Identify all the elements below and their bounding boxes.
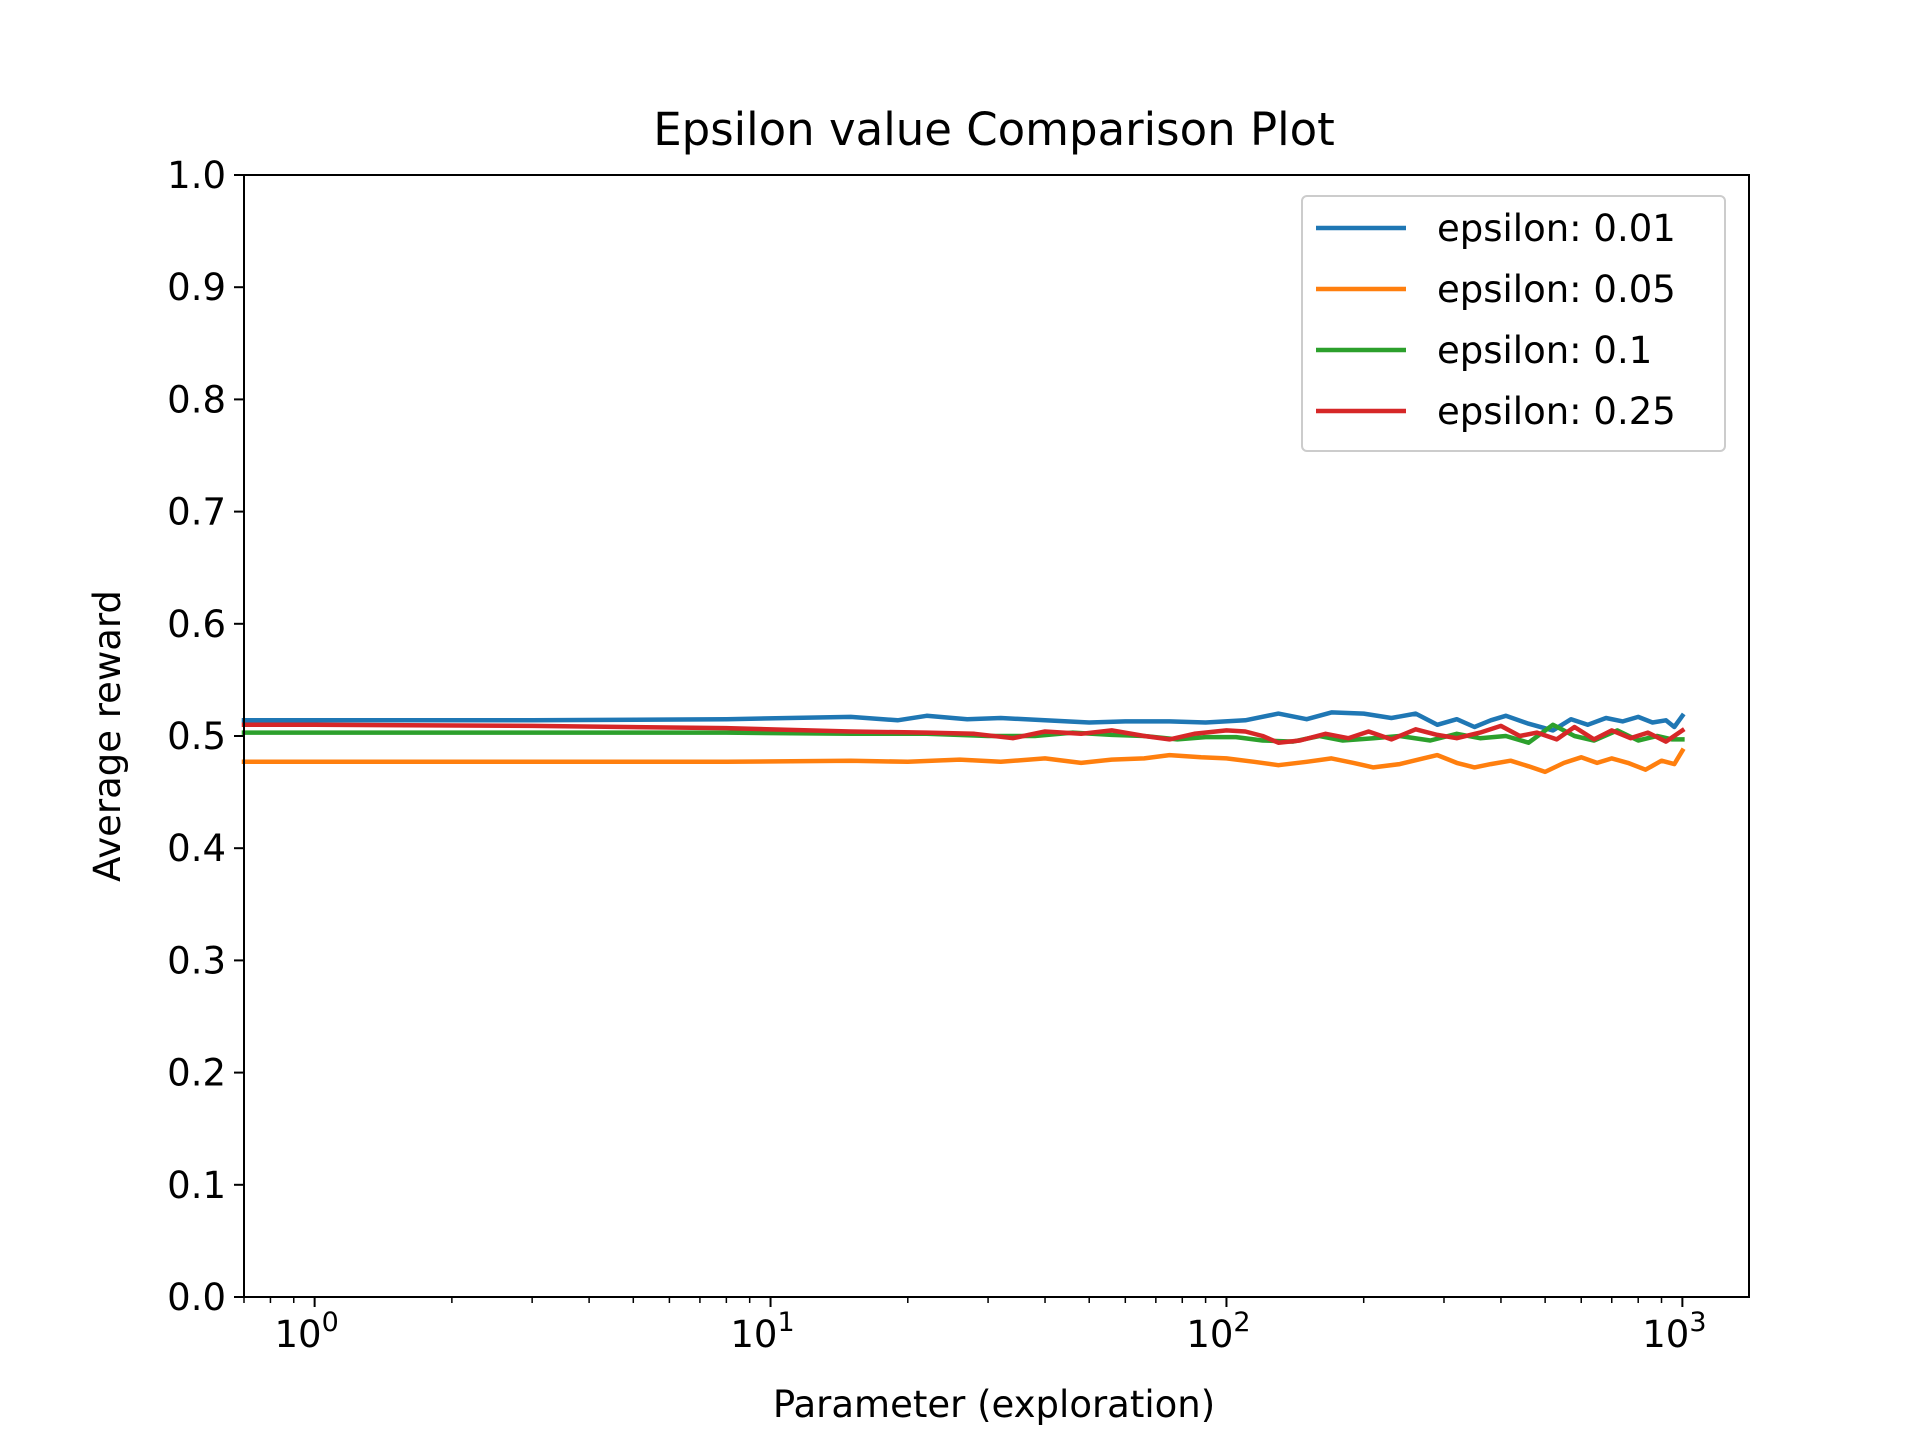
- series-layer: [241, 710, 1686, 775]
- y-tick-label: 0.7: [167, 491, 226, 534]
- y-tick-label: 0.3: [167, 939, 226, 982]
- y-tick-label: 0.6: [167, 603, 226, 646]
- y-tick-label: 1.0: [167, 154, 226, 197]
- legend-label-2: epsilon: 0.05: [1437, 268, 1676, 311]
- x-axis-label: Parameter (exploration): [773, 1383, 1215, 1426]
- legend-label-4: epsilon: 0.25: [1437, 390, 1676, 433]
- y-tick-label: 0.1: [167, 1164, 226, 1207]
- y-axis: 0.0 0.1 0.2 0.3 0.4 0.5 0.6 0.7 0.8 0.9 1.0: [167, 154, 244, 1319]
- legend-box: [1301, 195, 1726, 452]
- legend: epsilon: 0.01 epsilon: 0.05 epsilon: 0.1 ep…: [1301, 195, 1726, 452]
- series-line-2: [241, 747, 1686, 775]
- legend-label-1: epsilon: 0.01: [1437, 207, 1676, 250]
- y-tick-label: 0.0: [167, 1276, 226, 1319]
- series-line-4: [241, 722, 1686, 745]
- y-tick-label: 0.8: [167, 378, 226, 421]
- y-tick-label: 0.9: [167, 266, 226, 309]
- y-tick-label: 0.4: [167, 827, 226, 870]
- x-axis: 100 101 102 103: [243, 1297, 1707, 1356]
- legend-label-3: epsilon: 0.1: [1437, 329, 1652, 372]
- chart-title: Epsilon value Comparison Plot: [653, 103, 1335, 156]
- x-tick-label: 101: [730, 1307, 794, 1356]
- x-tick-label: 102: [1186, 1307, 1250, 1356]
- x-tick-label: 100: [274, 1307, 338, 1356]
- x-tick-label: 103: [1642, 1307, 1706, 1356]
- y-axis-label: Average reward: [86, 590, 129, 882]
- y-tick-label: 0.2: [167, 1052, 226, 1095]
- series-line-1: [241, 710, 1686, 733]
- y-tick-label: 0.5: [167, 715, 226, 758]
